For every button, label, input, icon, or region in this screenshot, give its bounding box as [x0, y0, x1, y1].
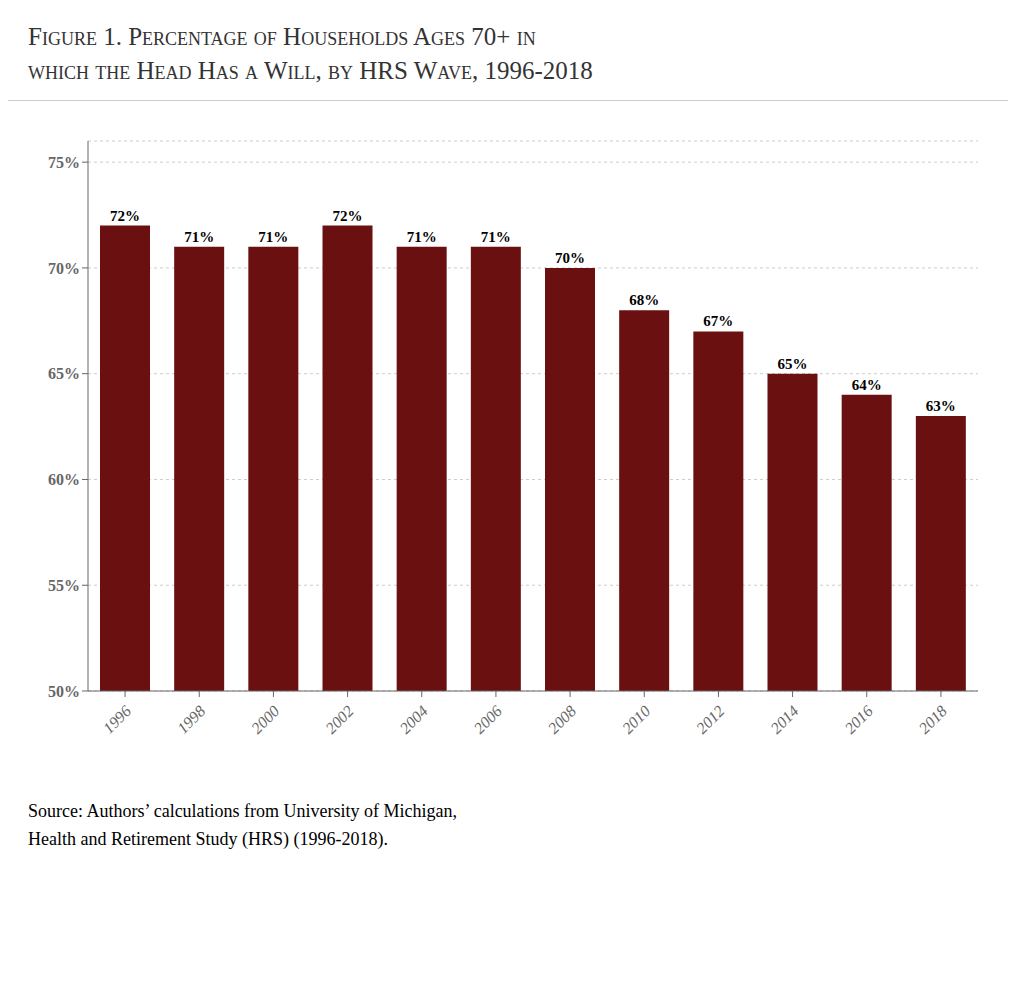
html-text:Source: Authors’ calculations: Source: Authors’ calculations from Unive…	[28, 800, 458, 821]
svg-text:71%: 71%	[407, 228, 437, 244]
svg-text:71%: 71%	[258, 228, 288, 244]
svg-text:65%: 65%	[48, 365, 80, 382]
svg-text:55%: 55%	[48, 576, 80, 593]
svg-text:72%: 72%	[333, 207, 363, 223]
svg-text:2008: 2008	[545, 702, 580, 737]
svg-text:2016: 2016	[841, 702, 876, 737]
svg-text:2002: 2002	[322, 702, 357, 737]
svg-text:1996: 1996	[100, 702, 135, 737]
svg-text:50%: 50%	[48, 682, 80, 699]
html-text:Figure 1. Percentage of Househ: Figure 1. Percentage of Households Ages …	[28, 23, 536, 50]
html-text:which the Head Has a Will, by: which the Head Has a Will, by HRS Wave, …	[28, 56, 593, 84]
svg-text:2000: 2000	[248, 702, 283, 737]
svg-text:72%: 72%	[110, 207, 140, 223]
svg-text:75%: 75%	[48, 153, 80, 170]
svg-text:70%: 70%	[48, 259, 80, 276]
svg-text:1998: 1998	[174, 702, 209, 737]
svg-text:2014: 2014	[767, 702, 802, 737]
svg-text:63%: 63%	[926, 398, 956, 414]
svg-text:70%: 70%	[555, 249, 585, 265]
svg-text:71%: 71%	[481, 228, 511, 244]
svg-text:2012: 2012	[693, 702, 728, 737]
svg-text:65%: 65%	[778, 355, 808, 371]
svg-text:67%: 67%	[703, 313, 733, 329]
html-text:Health and Retirement Study (H: Health and Retirement Study (HRS) (1996-…	[28, 829, 388, 850]
svg-text:2010: 2010	[619, 702, 654, 737]
svg-text:68%: 68%	[629, 292, 659, 308]
svg-text:71%: 71%	[184, 228, 214, 244]
svg-text:2006: 2006	[470, 702, 505, 737]
svg-text:2018: 2018	[915, 702, 950, 737]
svg-text:60%: 60%	[48, 471, 80, 488]
svg-text:64%: 64%	[852, 376, 882, 392]
svg-text:2004: 2004	[396, 702, 431, 737]
